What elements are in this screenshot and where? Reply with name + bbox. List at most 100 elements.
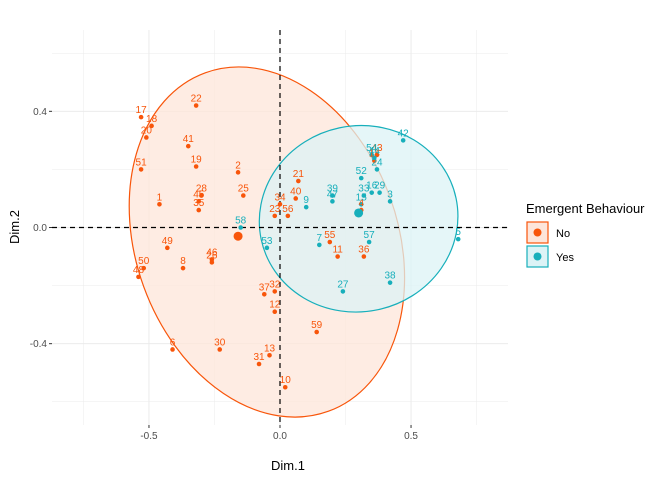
point-label-32: 32 — [269, 279, 281, 290]
point-label-2: 2 — [235, 160, 241, 171]
point-36 — [361, 254, 367, 259]
legend-entry-yes: Yes — [526, 245, 574, 268]
point-label-1: 1 — [157, 192, 163, 203]
point-39 — [330, 193, 335, 198]
point-label-26: 26 — [206, 250, 218, 261]
point-12 — [272, 309, 278, 315]
point-5 — [455, 236, 461, 242]
point-49 — [165, 245, 170, 251]
point-25 — [241, 193, 246, 198]
point-label-55: 55 — [324, 230, 336, 241]
point-label-22: 22 — [191, 94, 203, 105]
point-11 — [335, 254, 340, 259]
point-18 — [149, 123, 154, 129]
point-45 — [196, 199, 202, 204]
point-label-12: 12 — [269, 300, 281, 311]
point-label-36: 36 — [358, 245, 370, 256]
point-17 — [138, 114, 144, 120]
point-20 — [144, 135, 149, 140]
point-53 — [264, 245, 270, 251]
y-tick-label: 0.4 — [33, 107, 47, 118]
point-label-31: 31 — [253, 352, 265, 363]
point-label-28: 28 — [196, 184, 208, 195]
y-axis-title: Dim.2 — [7, 210, 22, 244]
point-59 — [314, 329, 319, 335]
point-label-24: 24 — [371, 157, 383, 168]
point-1 — [157, 201, 162, 207]
point-label-9: 9 — [303, 195, 309, 206]
point-38 — [387, 280, 393, 285]
point-label-59: 59 — [311, 320, 323, 331]
point-label-10: 10 — [280, 375, 292, 386]
group-centroids — [233, 208, 364, 241]
legend-key-dot — [533, 252, 542, 261]
point-label-57: 57 — [364, 230, 376, 241]
point-label-4: 4 — [358, 198, 364, 209]
point-6 — [170, 347, 175, 352]
point-label-42: 42 — [398, 128, 410, 139]
point-label-48: 48 — [133, 265, 145, 276]
point-7 — [317, 242, 322, 248]
point-label-54: 54 — [366, 143, 378, 154]
legend-label-no: No — [556, 228, 570, 240]
point-label-50: 50 — [138, 256, 150, 267]
centroid-no — [233, 231, 243, 241]
legend-entry-no: No — [526, 221, 570, 244]
point-label-51: 51 — [136, 157, 148, 168]
point-15 — [358, 201, 364, 207]
point-21 — [296, 178, 301, 184]
point-24 — [374, 167, 380, 172]
point-label-49: 49 — [162, 236, 174, 247]
point-47 — [330, 199, 335, 204]
point-label-19: 19 — [191, 155, 203, 166]
point-2 — [235, 170, 241, 175]
point-10 — [282, 384, 288, 390]
point-22 — [193, 103, 199, 108]
point-50 — [141, 265, 147, 271]
point-52 — [358, 175, 364, 181]
x-tick-label: -0.5 — [140, 431, 158, 442]
legend: Emergent Behaviour No Yes — [526, 201, 645, 268]
point-31 — [256, 361, 262, 367]
point-42 — [400, 138, 406, 143]
point-27 — [340, 289, 346, 294]
point-label-25: 25 — [238, 184, 250, 195]
point-19 — [193, 164, 199, 169]
x-tick-label: 0.5 — [404, 431, 418, 442]
point-29 — [377, 190, 382, 195]
point-23 — [272, 213, 278, 219]
point-label-13: 13 — [264, 343, 276, 354]
point-label-41: 41 — [183, 134, 195, 145]
point-55 — [327, 239, 333, 245]
point-label-29: 29 — [374, 181, 386, 192]
point-label-53: 53 — [261, 236, 273, 247]
point-label-23: 23 — [269, 204, 281, 215]
point-40 — [293, 196, 299, 201]
point-label-47: 47 — [327, 189, 339, 200]
reference-lines — [52, 30, 508, 425]
point-label-6: 6 — [170, 337, 176, 348]
point-13 — [267, 352, 272, 358]
point-label-21: 21 — [293, 169, 305, 180]
point-label-37: 37 — [259, 282, 271, 293]
y-axis-ticks: -0.4 0.0 0.4 — [30, 107, 52, 350]
point-label-38: 38 — [385, 271, 397, 282]
point-37 — [261, 292, 267, 297]
point-label-17: 17 — [136, 105, 148, 116]
point-label-43: 43 — [371, 143, 383, 154]
data-points — [136, 103, 461, 390]
point-54 — [369, 152, 375, 158]
point-30 — [217, 347, 223, 352]
legend-label-yes: Yes — [556, 252, 574, 264]
x-axis-title: Dim.1 — [271, 458, 305, 473]
point-48 — [136, 274, 141, 280]
legend-key-dot — [533, 228, 542, 237]
y-tick-label: -0.4 — [30, 339, 48, 350]
point-label-45: 45 — [193, 189, 205, 200]
point-label-7: 7 — [317, 233, 323, 244]
point-56 — [285, 213, 291, 219]
point-label-18: 18 — [146, 114, 158, 125]
confidence-ellipses — [128, 66, 459, 418]
y-tick-label: 0.0 — [33, 223, 47, 234]
